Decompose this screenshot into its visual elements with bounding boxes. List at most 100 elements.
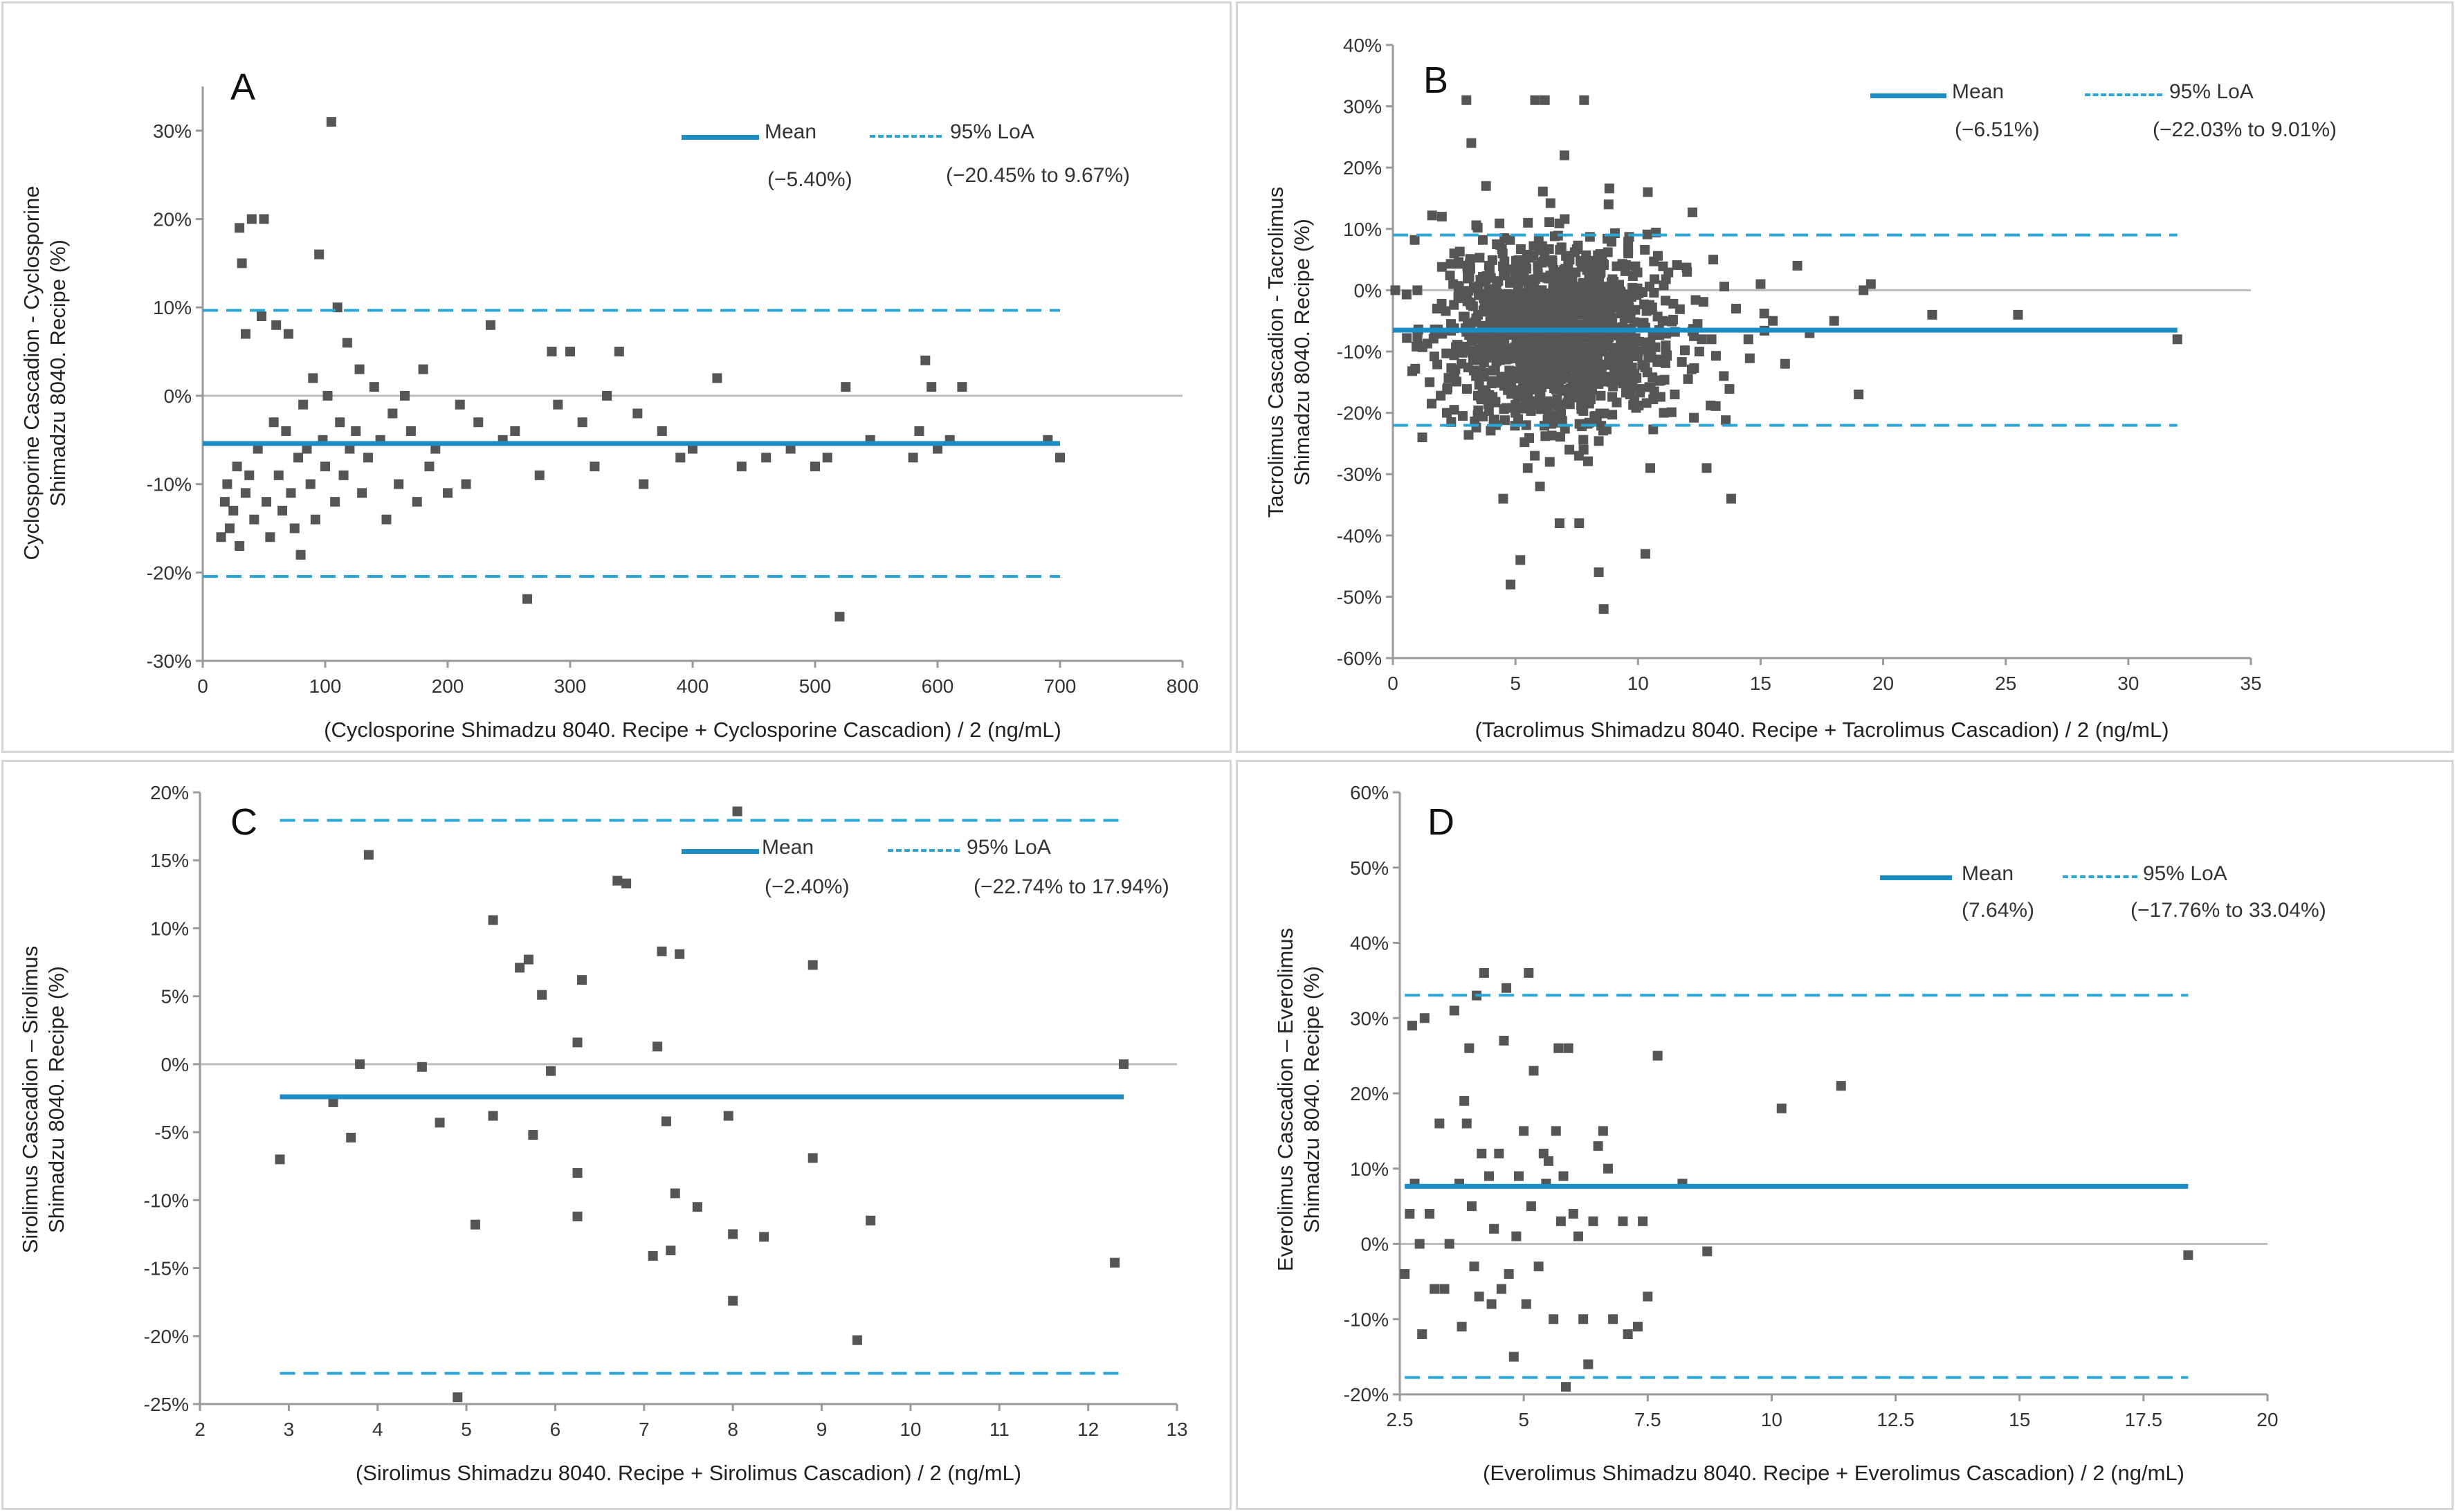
data-point [1635, 384, 1645, 394]
data-point [1544, 457, 1555, 467]
data-point [807, 960, 818, 970]
data-point [1521, 420, 1531, 430]
y-tick-label: -5% [154, 1122, 189, 1143]
data-point [1701, 463, 1712, 473]
data-point [1629, 317, 1639, 327]
data-point [1515, 555, 1526, 565]
data-point [1587, 362, 1598, 372]
data-point [1530, 95, 1540, 105]
data-point [1519, 1126, 1529, 1136]
data-point [1412, 341, 1422, 352]
data-point [1513, 1171, 1524, 1181]
data-point [1759, 309, 1769, 319]
panel-letter-a: A [230, 66, 256, 108]
data-point [1526, 1201, 1536, 1212]
data-point [1499, 1035, 1509, 1046]
data-point [675, 949, 685, 959]
data-point [345, 444, 355, 454]
legend-mean-line-d [1880, 875, 1952, 880]
data-point [1464, 259, 1475, 270]
data-point [1451, 342, 1461, 352]
y-tick-label: 10% [1343, 219, 1382, 240]
data-point [281, 426, 291, 436]
data-point [240, 329, 250, 339]
data-point [1414, 1239, 1425, 1249]
data-point [1623, 237, 1634, 247]
data-point [1445, 259, 1456, 269]
data-point [1498, 261, 1508, 271]
data-point [732, 806, 742, 817]
data-point [1608, 1314, 1618, 1324]
data-point [1602, 294, 1612, 304]
y-tick-label: 20% [1343, 157, 1382, 179]
data-point [381, 514, 392, 525]
plot-c: -25% -20% -15% -10% -5% 0% 5% 10% 15% 20% 2 3 4 5 6 7 8 9… [144, 782, 1188, 1440]
data-point [1495, 304, 1505, 315]
data-point [957, 382, 967, 392]
data-point [357, 488, 367, 498]
data-point [1583, 1359, 1594, 1369]
data-point [224, 523, 235, 534]
data-point [1660, 295, 1670, 306]
data-point [1533, 234, 1544, 244]
data-point [1658, 261, 1668, 271]
data-point [1645, 382, 1656, 392]
data-point [834, 612, 845, 622]
x-tick-label: 5 [1518, 1409, 1529, 1430]
data-point [1621, 363, 1632, 373]
data-point [1546, 356, 1557, 367]
y-axis-label-c-line2: Shimadzu 8040. Recipe (%) [44, 966, 69, 1233]
data-point [1449, 350, 1459, 361]
data-point [418, 364, 428, 374]
data-point [289, 523, 300, 534]
x-tick-label: 600 [922, 675, 954, 697]
data-point [1640, 549, 1650, 559]
legend-mean-value-d: (7.64%) [1962, 899, 2035, 922]
legend-loa-label-d: 95% LoA [2143, 862, 2227, 885]
data-point [675, 453, 686, 463]
data-point [1441, 408, 1452, 418]
data-point [1607, 410, 1618, 420]
data-point [1492, 277, 1502, 287]
data-point [1626, 292, 1636, 302]
data-point [1603, 309, 1614, 319]
data-point [1573, 1231, 1583, 1241]
data-point [1481, 181, 1491, 191]
x-tick-label: 12 [1077, 1419, 1099, 1440]
data-point [1489, 397, 1499, 408]
data-point [1478, 235, 1488, 245]
data-point [1445, 271, 1455, 281]
data-point [1502, 983, 1512, 993]
legend-loa-value-b: (−22.03% to 9.01%) [2153, 118, 2337, 141]
data-point [1409, 235, 1420, 245]
data-point [1927, 309, 1937, 320]
data-point [1524, 968, 1534, 978]
y-tick-label: 30% [1350, 1008, 1389, 1029]
data-point [1661, 350, 1672, 361]
data-point [1668, 314, 1678, 325]
data-point [510, 426, 520, 436]
data-point [1689, 412, 1699, 423]
data-point [1560, 373, 1570, 383]
y-tick-label: 40% [1350, 933, 1389, 954]
data-point [1425, 377, 1435, 388]
data-point [1432, 359, 1443, 370]
data-point [1574, 349, 1585, 359]
data-point [1603, 1163, 1613, 1174]
data-point [1472, 390, 1483, 401]
data-point [1854, 390, 1864, 400]
data-point [322, 390, 333, 401]
data-point [1588, 1216, 1598, 1226]
data-point [1776, 1103, 1787, 1113]
data-point [1646, 352, 1657, 362]
data-point [1436, 212, 1447, 222]
data-point [430, 444, 441, 454]
data-point [1520, 359, 1531, 370]
data-point [363, 850, 374, 860]
legend-mean-line-c [682, 849, 759, 854]
x-tick-label: 15 [2009, 1409, 2030, 1430]
data-point [216, 532, 226, 543]
data-point [308, 373, 318, 383]
data-point [435, 1118, 445, 1128]
data-point [553, 399, 563, 410]
